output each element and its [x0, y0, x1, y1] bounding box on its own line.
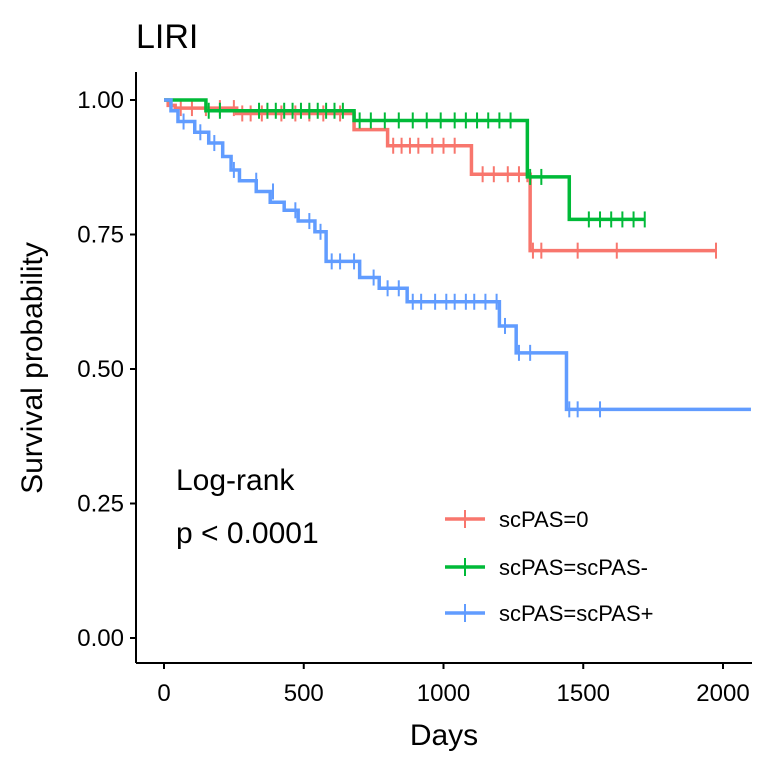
x-tick-label: 500: [284, 680, 324, 707]
x-tick-label: 0: [157, 680, 170, 707]
logrank-label: Log-rank: [176, 464, 295, 497]
survival-curve: [164, 98, 751, 412]
x-axis-ticks: 0 500 1000 1500 2000: [157, 663, 750, 707]
x-tick-label: 1000: [417, 680, 470, 707]
y-axis-title: Survival probability: [16, 242, 49, 494]
x-tick-label: 1500: [557, 680, 610, 707]
y-tick-label: 1.00: [77, 87, 124, 114]
legend-item: scPAS=scPAS+: [445, 601, 653, 626]
series-1: [164, 98, 646, 228]
y-tick-label: 0.25: [77, 491, 124, 518]
x-axis-title: Days: [410, 719, 478, 752]
chart-title: LIRI: [136, 18, 198, 56]
series-2: [164, 98, 751, 418]
y-tick-label: 0.00: [77, 625, 124, 652]
plot-area: [164, 98, 751, 418]
legend-label: scPAS=0: [499, 507, 588, 532]
y-axis-ticks: 0.00 0.25 0.50 0.75 1.00: [77, 87, 136, 652]
legend-item: scPAS=0: [445, 507, 588, 532]
y-tick-label: 0.75: [77, 222, 124, 249]
pvalue-label: p < 0.0001: [176, 517, 319, 550]
legend-label: scPAS=scPAS-: [499, 555, 648, 580]
legend-item: scPAS=scPAS-: [445, 555, 648, 580]
legend-label: scPAS=scPAS+: [499, 601, 653, 626]
legend: scPAS=0 scPAS=scPAS-scPAS=scPAS+: [445, 507, 653, 626]
y-tick-label: 0.50: [77, 356, 124, 383]
survival-curve: [164, 98, 645, 222]
x-tick-label: 2000: [696, 680, 749, 707]
